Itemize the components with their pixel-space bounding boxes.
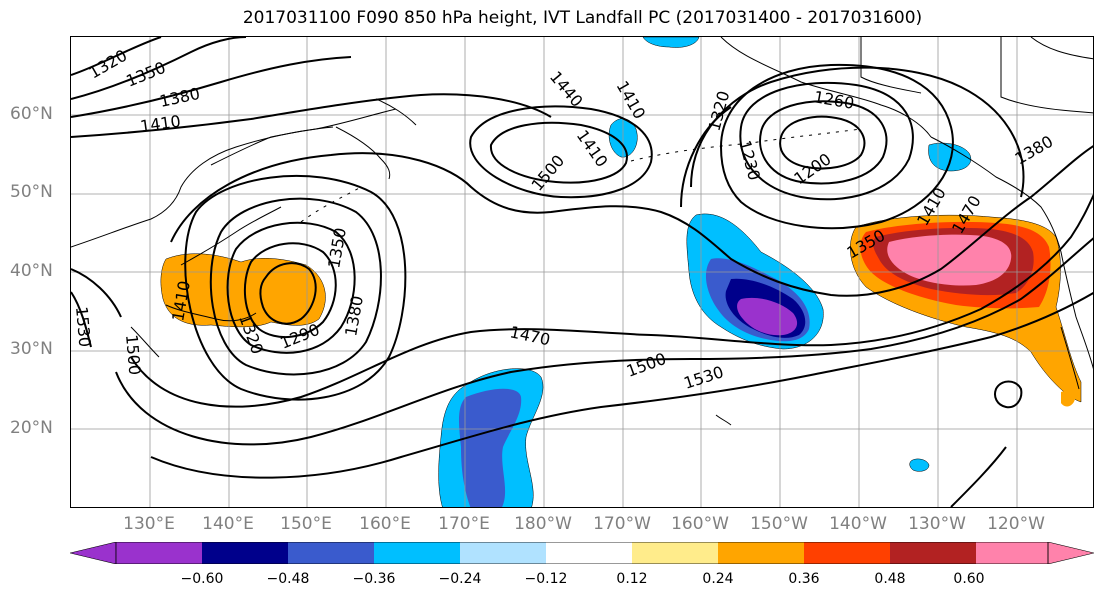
- lon-label-160e: 160°E: [359, 514, 411, 534]
- contour-1470-high: [469, 105, 653, 199]
- contour-1200-low: [779, 115, 866, 170]
- contour-label: 1500: [624, 349, 669, 381]
- lon-label-170w: 170°W: [593, 514, 651, 534]
- contour-label: 1530: [72, 306, 94, 348]
- height-contours: [71, 37, 1093, 507]
- ivt-blob-arctic: [642, 37, 700, 48]
- contour-label: 1350: [123, 58, 168, 91]
- contour-1320-low: [243, 242, 337, 339]
- map-panel: 1320 1350 1380 1410 1440 1410 1470 1500 …: [70, 36, 1094, 508]
- contour-label: 1440: [546, 67, 587, 110]
- contour-label: 1380: [1012, 132, 1057, 169]
- lat-label-50n: 50°N: [10, 182, 53, 202]
- colorbar-segment: [718, 542, 804, 564]
- contour-1530-west: [71, 291, 92, 348]
- contour-1260-low: [739, 81, 914, 201]
- contour-1380-north: [71, 56, 352, 118]
- contour-1410-low: [184, 175, 407, 401]
- colorbar-segment: [804, 542, 890, 564]
- contour-1350-low: [226, 221, 356, 354]
- colorbar-segment: [202, 542, 288, 564]
- contour-1500: [115, 237, 1093, 446]
- contour-label: 1380: [341, 294, 367, 337]
- colorbar-tick-label: −0.36: [352, 571, 396, 587]
- colorbar-tick-label: 0.48: [874, 571, 906, 587]
- contour-1380-low: [209, 197, 382, 376]
- contour-1530-tail: [950, 446, 1007, 507]
- colorbar-extend-low: [70, 542, 117, 564]
- lon-label-170e: 170°E: [438, 514, 490, 534]
- lat-label-40n: 40°N: [10, 261, 53, 281]
- ivt-region-west-coast-pink: [887, 234, 1012, 286]
- colorbar-segment: [890, 542, 976, 564]
- hawaii-islands: [715, 414, 732, 426]
- lon-label-150e: 150°E: [280, 514, 332, 534]
- contour-1530: [150, 291, 1093, 479]
- ivt-blob-sw-coast: [1061, 390, 1075, 407]
- colorbar-tick-label: 0.60: [953, 571, 985, 587]
- contour-label: 1350: [324, 226, 350, 269]
- ivt-blob-hawaii-east: [909, 458, 930, 472]
- contour-1290-low: [259, 262, 317, 325]
- lon-label-150w: 150°W: [750, 514, 808, 534]
- colorbar-tick-label: −0.48: [266, 571, 310, 587]
- contour-label: 1500: [122, 334, 144, 376]
- colorbar-segment: [374, 542, 460, 564]
- colorbar-segment: [288, 542, 374, 564]
- colorbar-tick-label: 0.36: [788, 571, 820, 587]
- colorbar-segment: [460, 542, 546, 564]
- contour-1230-low: [759, 100, 888, 185]
- contour-1320-north: [71, 37, 162, 76]
- contour-1410-north: [71, 93, 552, 138]
- contour-1440: [170, 145, 1093, 297]
- contour-1350-north: [71, 37, 247, 100]
- lon-label-140w: 140°W: [829, 514, 887, 534]
- lat-label-60n: 60°N: [10, 104, 53, 124]
- contour-closed-1530-east: [994, 380, 1023, 409]
- contour-label: 1260: [812, 87, 855, 113]
- contour-1500-high: [489, 121, 628, 184]
- colorbar-extend-high: [1047, 542, 1094, 564]
- coastlines: [71, 37, 1093, 426]
- contour-1320-alaska: [719, 63, 954, 230]
- colorbar-tick-label: −0.60: [180, 571, 224, 587]
- contour-1410-east: [680, 106, 732, 208]
- colorbar-segment: [632, 542, 718, 564]
- colorbar-tick-label: −0.24: [438, 571, 482, 587]
- contour-label: 1470: [508, 322, 552, 349]
- contour-label: 1320: [86, 46, 131, 83]
- lon-label-130w: 130°W: [908, 514, 966, 534]
- lon-label-120w: 120°W: [987, 514, 1045, 534]
- map-title: 2017031100 F090 850 hPa height, IVT Land…: [242, 8, 923, 28]
- ivt-region-ne-pacific-core: [737, 297, 798, 336]
- colorbar-tick-label: 0.24: [702, 571, 734, 587]
- colorbar-tick-label: −0.12: [524, 571, 568, 587]
- lat-label-30n: 30°N: [10, 339, 53, 359]
- contour-label: 1380: [158, 84, 202, 111]
- colorbar-segment: [546, 542, 632, 564]
- contour-label: 1320: [705, 89, 734, 133]
- contour-label: 1530: [681, 362, 726, 393]
- lon-label-160w: 160°W: [671, 514, 729, 534]
- colorbar-segment: [976, 542, 1048, 564]
- lon-label-140e: 140°E: [202, 514, 254, 534]
- colorbar-segment: [116, 542, 202, 564]
- lat-label-20n: 20°N: [10, 418, 53, 438]
- graticule: [71, 37, 1093, 507]
- map-canvas: 1320 1350 1380 1410 1440 1410 1470 1500 …: [71, 37, 1093, 507]
- colorbar-tick-label: 0.12: [616, 571, 648, 587]
- lon-label-180w: 180°W: [514, 514, 572, 534]
- contour-1470: [130, 193, 1093, 408]
- ivt-region-central-pacific-inner: [459, 388, 522, 507]
- ivt-shading: [160, 37, 1082, 507]
- contour-1410-west: [71, 268, 122, 318]
- colorbar: [70, 542, 1094, 564]
- ivt-blob-alaska: [928, 142, 972, 172]
- lon-label-130e: 130°E: [123, 514, 175, 534]
- contour-label: 1500: [528, 151, 569, 194]
